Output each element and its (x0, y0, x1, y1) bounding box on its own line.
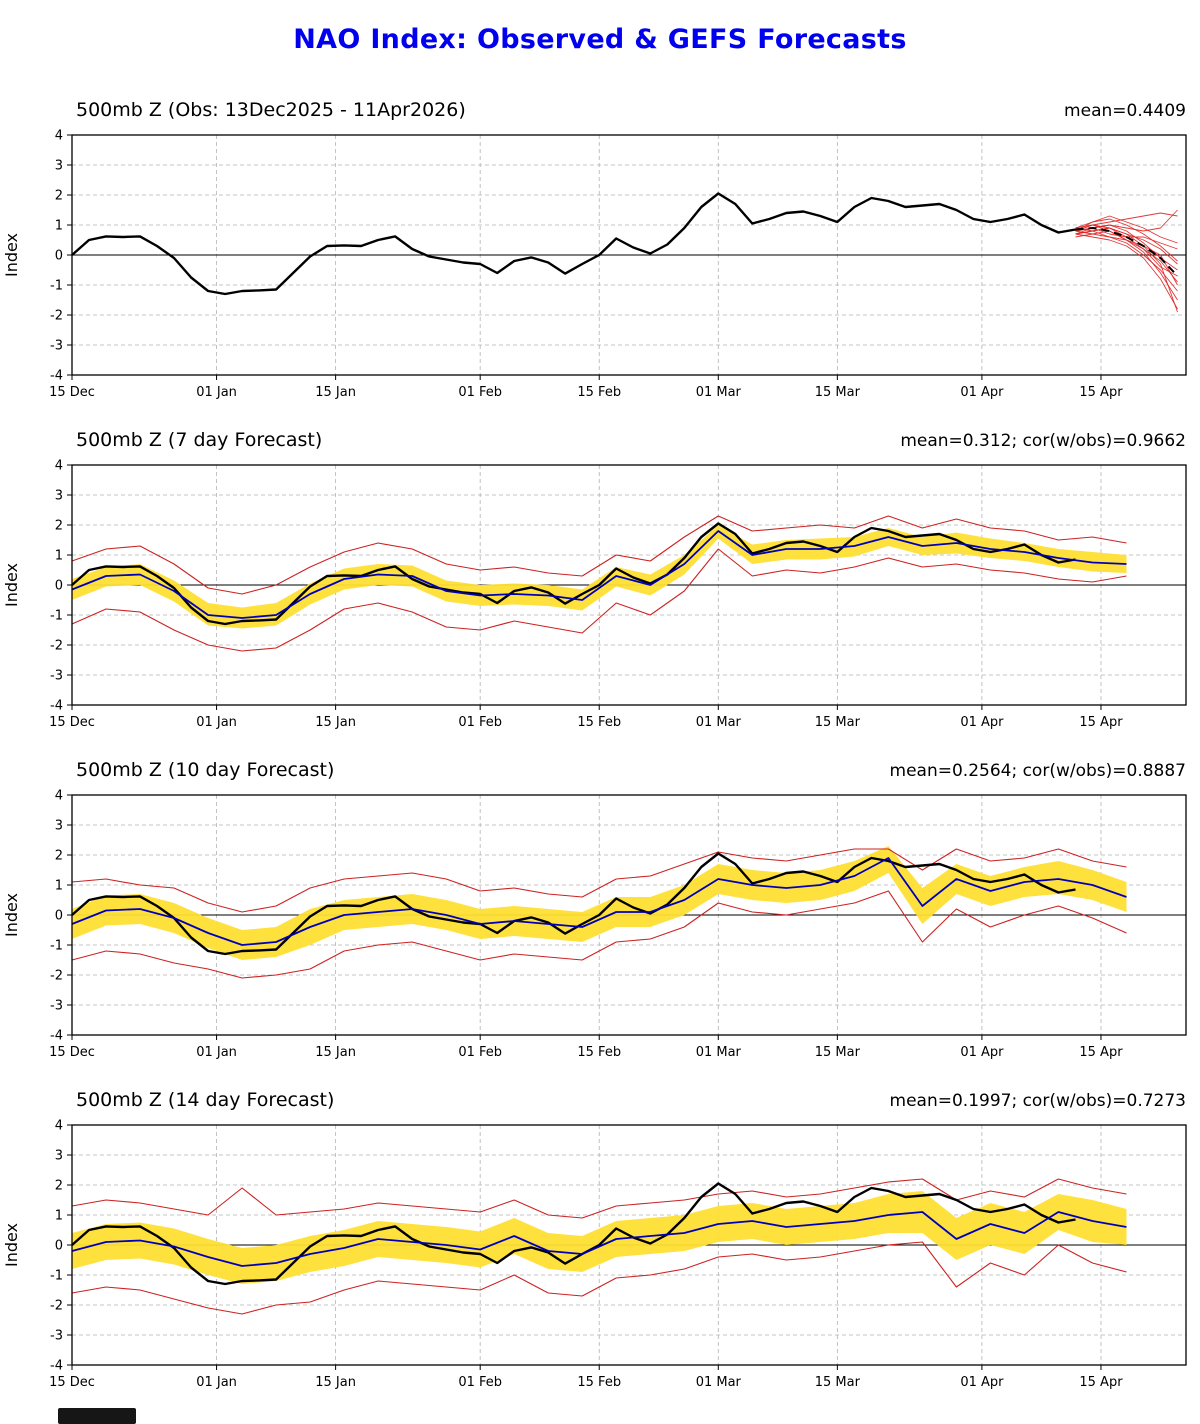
panel-observed-header: 500mb Z (Obs: 13Dec2025 - 11Apr2026) mea… (0, 99, 1200, 129)
chart-observed: -4 -3 -2 -1 0 1 2 3 4 15 Dec 01 Jan 15 Jan 01 Feb 15 … (2, 129, 1187, 400)
svg-text:15 Apr: 15 Apr (1079, 1375, 1123, 1390)
svg-text:15 Mar: 15 Mar (815, 1045, 861, 1060)
svg-text:-4: -4 (50, 1029, 63, 1044)
svg-text:3: 3 (55, 489, 63, 504)
svg-text:-3: -3 (50, 1329, 63, 1344)
svg-text:01 Jan: 01 Jan (196, 385, 237, 400)
svg-text:01 Feb: 01 Feb (458, 1045, 502, 1060)
svg-text:-2: -2 (50, 969, 63, 984)
svg-text:15 Jan: 15 Jan (315, 1045, 356, 1060)
svg-text:4: 4 (55, 789, 63, 804)
svg-text:15 Apr: 15 Apr (1079, 385, 1123, 400)
screenshot-artifact (58, 1408, 136, 1424)
panel-observed-title: 500mb Z (Obs: 13Dec2025 - 11Apr2026) (76, 99, 466, 121)
svg-text:Index: Index (2, 563, 21, 607)
chart-forecast-10day: -4 -3 -2 -1 0 1 2 3 4 15 Dec 01 Jan 15 Jan 01 Feb 15 … (2, 789, 1187, 1060)
svg-text:0: 0 (55, 249, 63, 264)
svg-text:-2: -2 (50, 1299, 63, 1314)
svg-text:01 Apr: 01 Apr (960, 385, 1004, 400)
svg-text:01 Apr: 01 Apr (960, 715, 1004, 730)
panel-forecast-10day-stats: mean=0.2564; cor(w/obs)=0.8887 (889, 761, 1186, 781)
svg-text:1: 1 (55, 1209, 63, 1224)
panel-forecast-10day-header: 500mb Z (10 day Forecast) mean=0.2564; c… (0, 759, 1200, 789)
svg-text:01 Mar: 01 Mar (696, 1045, 742, 1060)
svg-text:15 Dec: 15 Dec (49, 715, 95, 730)
chart-forecast-14day: -4 -3 -2 -1 0 1 2 3 4 15 Dec 01 Jan 15 Jan 01 Feb 15 … (2, 1119, 1187, 1390)
svg-text:01 Feb: 01 Feb (458, 715, 502, 730)
svg-text:01 Mar: 01 Mar (696, 1375, 742, 1390)
chart-forecast-7day: -4 -3 -2 -1 0 1 2 3 4 15 Dec 01 Jan 15 Jan 01 Feb 15 … (2, 459, 1187, 730)
figure-title: NAO Index: Observed & GEFS Forecasts (293, 24, 907, 55)
svg-text:-1: -1 (50, 1269, 63, 1284)
svg-text:01 Feb: 01 Feb (458, 385, 502, 400)
svg-text:1: 1 (55, 879, 63, 894)
panel-observed: 500mb Z (Obs: 13Dec2025 - 11Apr2026) mea… (0, 99, 1200, 405)
svg-text:2: 2 (55, 849, 63, 864)
svg-text:01 Jan: 01 Jan (196, 1375, 237, 1390)
svg-text:Index: Index (2, 233, 21, 277)
svg-text:15 Jan: 15 Jan (315, 715, 356, 730)
svg-text:15 Dec: 15 Dec (49, 385, 95, 400)
svg-text:0: 0 (55, 1239, 63, 1254)
svg-text:0: 0 (55, 909, 63, 924)
svg-text:Index: Index (2, 893, 21, 937)
svg-text:15 Mar: 15 Mar (815, 385, 861, 400)
panel-forecast-10day-title: 500mb Z (10 day Forecast) (76, 759, 335, 781)
svg-text:15 Jan: 15 Jan (315, 385, 356, 400)
svg-text:3: 3 (55, 159, 63, 174)
panel-forecast-7day: 500mb Z (7 day Forecast) mean=0.312; cor… (0, 429, 1200, 735)
svg-text:15 Mar: 15 Mar (815, 715, 861, 730)
svg-text:15 Feb: 15 Feb (577, 385, 621, 400)
svg-text:15 Mar: 15 Mar (815, 1375, 861, 1390)
svg-text:01 Mar: 01 Mar (696, 715, 742, 730)
svg-text:01 Jan: 01 Jan (196, 1045, 237, 1060)
svg-text:3: 3 (55, 1149, 63, 1164)
svg-text:1: 1 (55, 219, 63, 234)
svg-text:15 Feb: 15 Feb (577, 715, 621, 730)
svg-text:01 Jan: 01 Jan (196, 715, 237, 730)
svg-text:4: 4 (55, 129, 63, 144)
svg-text:15 Apr: 15 Apr (1079, 715, 1123, 730)
svg-text:-2: -2 (50, 639, 63, 654)
svg-text:-1: -1 (50, 609, 63, 624)
svg-text:15 Feb: 15 Feb (577, 1045, 621, 1060)
svg-text:2: 2 (55, 189, 63, 204)
svg-text:4: 4 (55, 1119, 63, 1134)
svg-text:2: 2 (55, 519, 63, 534)
svg-text:3: 3 (55, 819, 63, 834)
svg-text:-4: -4 (50, 369, 63, 384)
panel-forecast-7day-header: 500mb Z (7 day Forecast) mean=0.312; cor… (0, 429, 1200, 459)
svg-text:15 Dec: 15 Dec (49, 1375, 95, 1390)
svg-text:4: 4 (55, 459, 63, 474)
svg-text:15 Feb: 15 Feb (577, 1375, 621, 1390)
svg-text:01 Apr: 01 Apr (960, 1045, 1004, 1060)
svg-text:2: 2 (55, 1179, 63, 1194)
panel-observed-stats: mean=0.4409 (1064, 101, 1186, 121)
svg-text:-1: -1 (50, 279, 63, 294)
panel-forecast-14day-stats: mean=0.1997; cor(w/obs)=0.7273 (889, 1091, 1186, 1111)
svg-text:15 Dec: 15 Dec (49, 1045, 95, 1060)
svg-text:01 Apr: 01 Apr (960, 1375, 1004, 1390)
panel-forecast-10day: 500mb Z (10 day Forecast) mean=0.2564; c… (0, 759, 1200, 1065)
svg-text:-3: -3 (50, 999, 63, 1014)
svg-text:1: 1 (55, 549, 63, 564)
svg-text:-2: -2 (50, 309, 63, 324)
svg-text:15 Apr: 15 Apr (1079, 1045, 1123, 1060)
panel-forecast-7day-title: 500mb Z (7 day Forecast) (76, 429, 323, 451)
panel-forecast-7day-stats: mean=0.312; cor(w/obs)=0.9662 (900, 431, 1186, 451)
svg-text:Index: Index (2, 1223, 21, 1267)
svg-text:-4: -4 (50, 699, 63, 714)
panel-forecast-14day-title: 500mb Z (14 day Forecast) (76, 1089, 335, 1111)
panel-forecast-14day: 500mb Z (14 day Forecast) mean=0.1997; c… (0, 1089, 1200, 1395)
svg-text:-3: -3 (50, 339, 63, 354)
svg-text:-3: -3 (50, 669, 63, 684)
svg-text:0: 0 (55, 579, 63, 594)
svg-text:-4: -4 (50, 1359, 63, 1374)
svg-text:-1: -1 (50, 939, 63, 954)
svg-text:15 Jan: 15 Jan (315, 1375, 356, 1390)
svg-text:01 Mar: 01 Mar (696, 385, 742, 400)
svg-text:01 Feb: 01 Feb (458, 1375, 502, 1390)
panel-forecast-14day-header: 500mb Z (14 day Forecast) mean=0.1997; c… (0, 1089, 1200, 1119)
